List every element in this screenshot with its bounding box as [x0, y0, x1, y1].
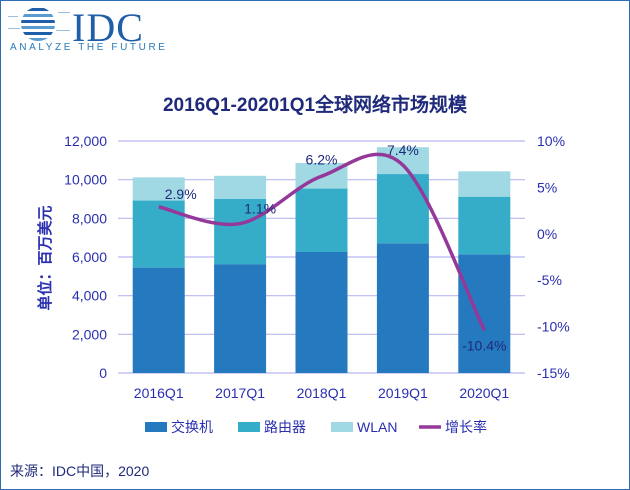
legend-label: 增长率: [445, 419, 487, 435]
bar-交换机-2016Q1: [132, 267, 185, 373]
bar-交换机-2020Q1: [458, 254, 511, 373]
x-tick-label: 2020Q1: [459, 385, 509, 401]
growth-data-label: 1.1%: [244, 201, 276, 217]
bar-路由器-2018Q1: [295, 188, 348, 252]
growth-data-label: 2.9%: [165, 186, 197, 202]
bar-WLAN-2019Q1: [376, 147, 429, 175]
logo-brand: IDC: [72, 5, 144, 50]
bar-WLAN-2016Q1: [132, 177, 185, 201]
y-tick-label: 8,000: [72, 210, 107, 226]
x-tick-label: 2019Q1: [378, 385, 428, 401]
bar-路由器-2017Q1: [214, 199, 267, 265]
growth-rate-line: [158, 152, 486, 332]
legend-swatch: [145, 422, 167, 432]
y-axis-label: 单位：百万美元: [36, 205, 54, 310]
chart-title: 2016Q1-20201Q1全球网络市场规模: [163, 93, 468, 116]
legend-swatch: [331, 422, 353, 432]
idc-globe-logo: [8, 8, 70, 41]
bar-路由器-2020Q1: [458, 196, 511, 255]
y-tick-label: 0: [99, 365, 107, 381]
bar-路由器-2019Q1: [376, 174, 429, 244]
y-tick-label: 2,000: [72, 326, 107, 342]
legend-label: WLAN: [357, 419, 397, 435]
y2-tick-label: -15%: [537, 365, 570, 381]
y-tick-label: 10,000: [64, 172, 107, 188]
y2-tick-label: -5%: [537, 272, 562, 288]
legend-label: 交换机: [171, 419, 213, 435]
y2-tick-label: 5%: [537, 179, 557, 195]
logo-tagline: ANALYZE THE FUTURE: [10, 42, 168, 53]
y-tick-label: 6,000: [72, 249, 107, 265]
growth-data-label: 6.2%: [306, 151, 338, 167]
y2-tick-label: 0%: [537, 226, 557, 242]
x-tick-label: 2016Q1: [134, 385, 184, 401]
x-tick-label: 2018Q1: [297, 385, 347, 401]
bar-WLAN-2020Q1: [458, 171, 511, 197]
y-tick-label: 4,000: [72, 288, 107, 304]
legend-label: 路由器: [264, 419, 306, 435]
bar-交换机-2017Q1: [214, 264, 267, 373]
y-tick-label: 12,000: [64, 133, 107, 149]
bar-路由器-2016Q1: [132, 200, 185, 268]
y2-tick-label: -10%: [537, 319, 570, 335]
source-note: 来源：IDC中国，2020: [10, 463, 149, 479]
bar-WLAN-2017Q1: [214, 175, 267, 199]
bar-交换机-2019Q1: [376, 243, 429, 373]
growth-data-label: -10.4%: [462, 337, 506, 353]
bar-交换机-2018Q1: [295, 251, 348, 373]
y2-tick-label: 10%: [537, 133, 565, 149]
x-tick-label: 2017Q1: [215, 385, 265, 401]
legend-swatch: [238, 422, 260, 432]
growth-data-label: 7.4%: [387, 142, 419, 158]
